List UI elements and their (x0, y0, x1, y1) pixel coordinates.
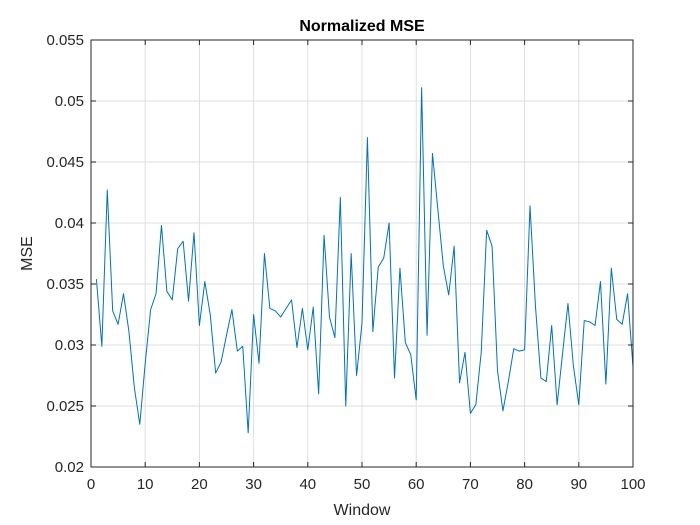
y-tick-label: 0.02 (55, 459, 84, 476)
tick-labels: 0 10 20 30 40 50 60 70 80 90 100 0.02 0.025 0.03 0.035… (46, 32, 645, 493)
y-tick-label: 0.04 (55, 215, 84, 232)
chart-title: Normalized MSE (299, 18, 425, 35)
series-group (95, 87, 634, 434)
x-tick-label: 10 (137, 476, 154, 493)
axes (90, 39, 634, 468)
x-tick-label: 30 (245, 476, 262, 493)
grid-lines (91, 40, 633, 467)
x-axis-label: Window (334, 502, 391, 519)
x-tick-label: 70 (462, 476, 479, 493)
x-tick-label: 100 (620, 476, 645, 493)
x-tick-label: 50 (354, 476, 371, 493)
y-tick-label: 0.035 (46, 276, 84, 293)
y-tick-label: 0.045 (46, 154, 84, 171)
x-tick-label: 80 (516, 476, 533, 493)
y-tick-label: 0.05 (55, 93, 84, 110)
x-tick-label: 20 (191, 476, 208, 493)
y-tick-label: 0.03 (55, 337, 84, 354)
x-tick-label: 40 (299, 476, 316, 493)
x-tick-label: 60 (408, 476, 425, 493)
series-line (95, 87, 634, 434)
x-tick-label: 90 (570, 476, 587, 493)
y-tick-label: 0.025 (46, 398, 84, 415)
x-tick-label: 0 (87, 476, 95, 493)
y-tick-label: 0.055 (46, 32, 84, 49)
y-axis-label: MSE (19, 236, 36, 271)
